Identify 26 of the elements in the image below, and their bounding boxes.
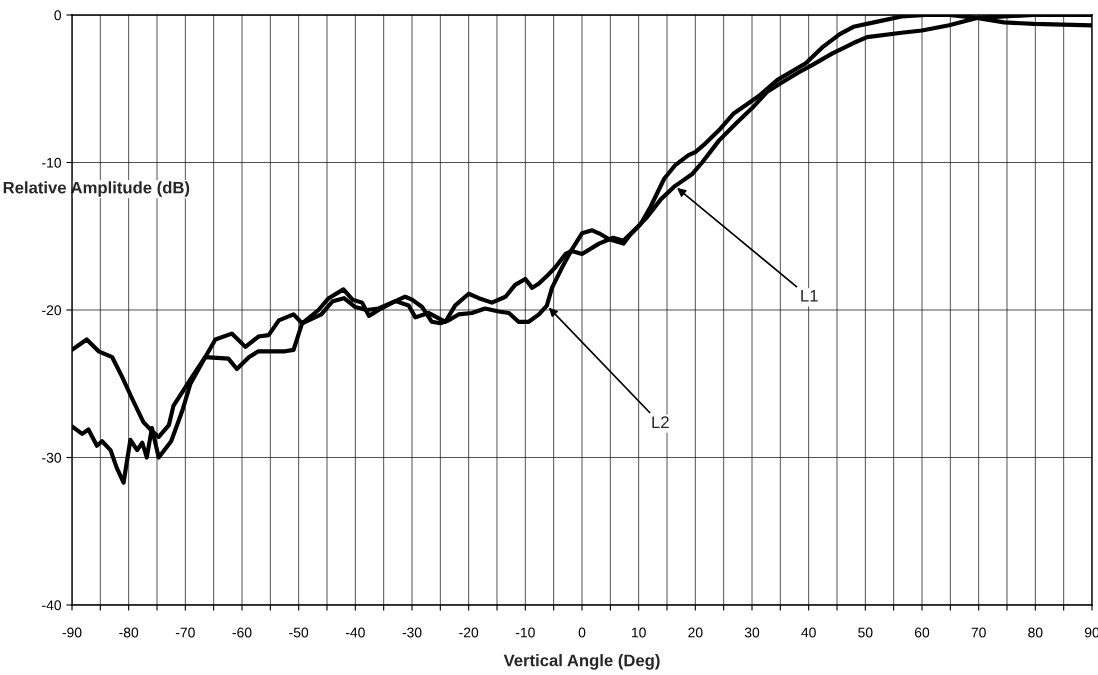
x-tick-label: 70 [971,627,986,638]
x-tick-label: -30 [402,627,422,638]
x-tick-label: -80 [119,627,139,638]
x-tick-label: -20 [459,627,479,638]
x-tick-label: -40 [345,627,365,638]
x-tick-label: 50 [858,627,873,638]
x-tick-label: -70 [175,627,195,638]
x-tick-label: 30 [744,627,760,638]
x-tick-label: 60 [914,627,930,638]
annotation: L1 [801,290,818,302]
y-tick-label: -20 [42,305,62,316]
annotation: L2 [652,416,669,428]
y-tick-label: 0 [54,10,62,21]
x-tick-label: 20 [688,627,703,638]
x-axis-title: Vertical Angle (Deg) [503,654,660,670]
x-tick-label: -50 [289,627,309,638]
x-tick-label: -90 [62,627,82,638]
x-tick-label: 0 [578,627,586,638]
x-tick-label: 40 [801,627,816,638]
x-tick-label: -10 [515,627,535,638]
x-tick-label: 10 [632,627,646,638]
x-tick-label: 80 [1028,627,1043,638]
y-tick-label: -10 [42,157,62,168]
y-tick-label: -30 [42,452,62,463]
y-tick-label: -40 [42,600,62,611]
x-tick-label: -60 [232,627,252,638]
